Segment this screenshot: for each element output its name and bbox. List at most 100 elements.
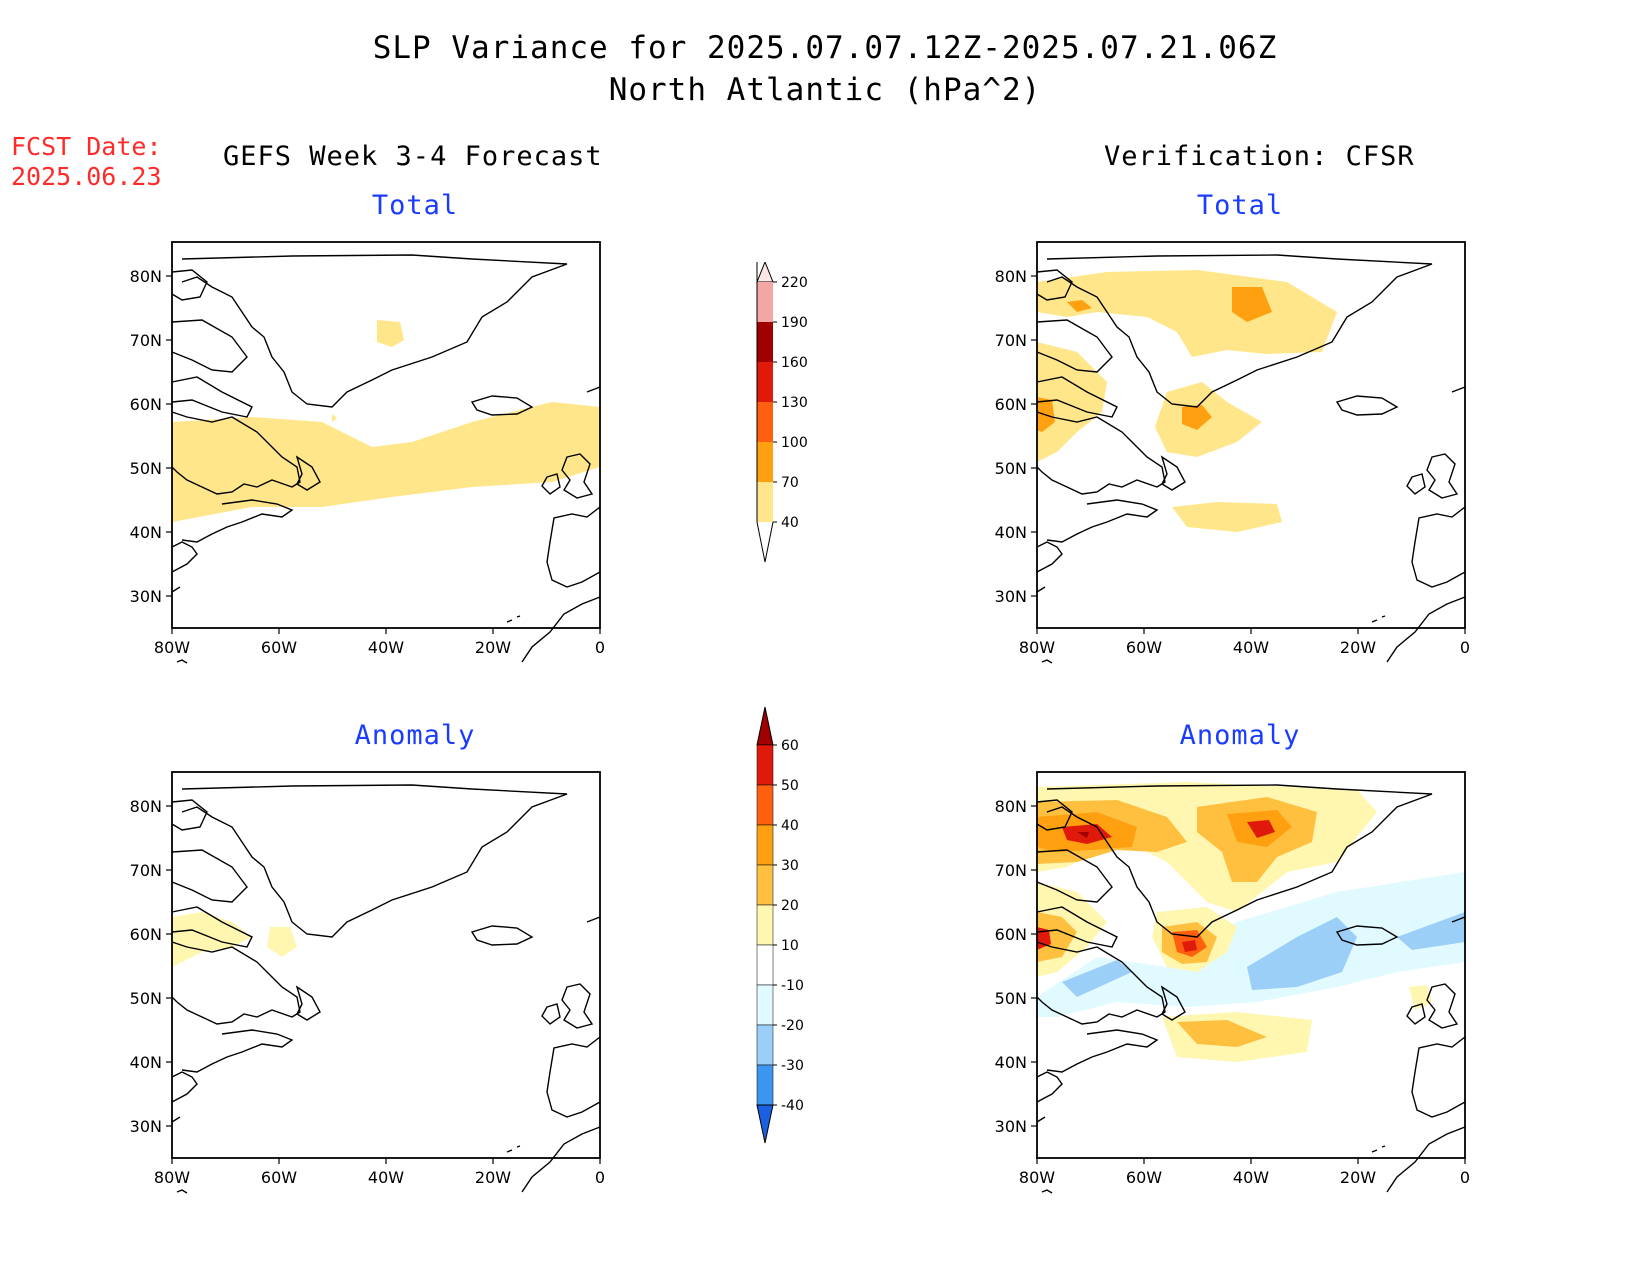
axis-forecast-total: 80W 60W 40W 20W 0 80N 70N 60N 50N 40N 30N	[130, 267, 605, 657]
column-title-forecast: GEFS Week 3-4 Forecast	[223, 141, 603, 172]
colorbar-anomaly: 60 50 40 30 20 10 -10 -20 -30 -40	[756, 706, 804, 1144]
lon-tick-label: 40W	[1233, 638, 1269, 657]
lat-tick-label: 70N	[130, 331, 162, 350]
colorbar-label: 30	[781, 858, 799, 874]
colorbar-label: 190	[781, 315, 808, 331]
lon-tick-label: 60W	[261, 1168, 297, 1187]
colorbar-total: 220 190 160 130 100 70 40	[756, 262, 808, 563]
lat-tick-label: 30N	[995, 587, 1027, 606]
colorbar-label: -40	[781, 1098, 804, 1114]
lat-tick-label: 40N	[995, 1053, 1027, 1072]
colorbar-segment	[756, 1024, 774, 1066]
colorbar-label: 20	[781, 898, 799, 914]
lon-tick-label: 60W	[1126, 638, 1162, 657]
colorbar-label: 160	[781, 355, 808, 371]
colorbar-bottom-arrow	[756, 1104, 774, 1144]
colorbar-label: 50	[781, 778, 799, 794]
lat-tick-label: 50N	[995, 459, 1027, 478]
figure-title-line1: SLP Variance for 2025.07.07.12Z-2025.07.…	[372, 30, 1278, 66]
lon-tick-label: 60W	[1126, 1168, 1162, 1187]
colorbar-segment	[756, 904, 774, 946]
lat-tick-label: 30N	[995, 1117, 1027, 1136]
colorbar-label: -30	[781, 1058, 804, 1074]
colorbar-label: 10	[781, 938, 799, 954]
lon-tick-label: 20W	[1340, 638, 1376, 657]
colorbar-label: 130	[781, 395, 808, 411]
lon-tick-label: 0	[1460, 1168, 1470, 1187]
colorbar-segment	[757, 482, 773, 522]
colorbar-label: 100	[781, 435, 808, 451]
colorbar-label: 70	[781, 475, 799, 491]
colorbar-label: 40	[781, 818, 799, 834]
panel-title-verif-total: Total	[1196, 190, 1284, 221]
lon-tick-label: 20W	[475, 1168, 511, 1187]
lat-tick-label: 80N	[995, 797, 1027, 816]
lon-tick-label: 40W	[368, 638, 404, 657]
lat-tick-label: 80N	[130, 267, 162, 286]
column-title-verification: Verification: CFSR	[1104, 141, 1415, 172]
panel-title-verif-anomaly: Anomaly	[1179, 720, 1301, 751]
panel-title-forecast-anomaly: Anomaly	[354, 720, 476, 751]
lon-tick-label: 40W	[368, 1168, 404, 1187]
lon-tick-label: 80W	[154, 638, 190, 657]
colorbar-segment	[756, 864, 774, 906]
colorbar-label: 60	[781, 738, 799, 754]
lat-tick-label: 70N	[130, 861, 162, 880]
lat-tick-label: 40N	[130, 523, 162, 542]
lon-tick-label: 80W	[1019, 1168, 1055, 1187]
lat-tick-label: 60N	[995, 925, 1027, 944]
colorbar-segment	[756, 944, 774, 986]
axis-forecast-anomaly: 80W 60W 40W 20W 0 80N 70N 60N 50N 40N 30N	[130, 797, 605, 1187]
lon-tick-label: 0	[595, 638, 605, 657]
colorbar-segment	[756, 784, 774, 826]
colorbar-label: -10	[781, 978, 804, 994]
lat-tick-label: 60N	[130, 395, 162, 414]
lon-tick-label: 40W	[1233, 1168, 1269, 1187]
colorbar-segment	[757, 402, 773, 442]
lat-tick-label: 30N	[130, 1117, 162, 1136]
map-verif-total: 80W 60W 40W 20W 0 80N 70N 60N 50N 40N 30N	[995, 241, 1470, 664]
lat-tick-label: 70N	[995, 861, 1027, 880]
lat-tick-label: 80N	[995, 267, 1027, 286]
lon-tick-label: 20W	[475, 638, 511, 657]
lat-tick-label: 30N	[130, 587, 162, 606]
lon-tick-label: 80W	[1019, 638, 1055, 657]
lon-tick-label: 0	[1460, 638, 1470, 657]
colorbar-segment	[757, 442, 773, 482]
map-verif-anomaly: 80W 60W 40W 20W 0 80N 70N 60N 50N 40N 30N	[995, 771, 1470, 1194]
colorbar-segment	[756, 744, 774, 786]
colorbar-label: -20	[781, 1018, 804, 1034]
map-forecast-anomaly: 80W 60W 40W 20W 0 80N 70N 60N 50N 40N 30N	[130, 771, 605, 1194]
colorbar-segment	[757, 282, 773, 322]
lat-tick-label: 40N	[995, 523, 1027, 542]
colorbar-label: 220	[781, 275, 808, 291]
colorbar-bottom-arrow	[756, 521, 774, 563]
fcst-date-value: 2025.06.23	[11, 162, 162, 191]
lon-tick-label: 60W	[261, 638, 297, 657]
colorbar-segment	[756, 1064, 774, 1106]
colorbar-segment	[756, 824, 774, 866]
lat-tick-label: 50N	[130, 989, 162, 1008]
lat-tick-label: 60N	[995, 395, 1027, 414]
lon-tick-label: 0	[595, 1168, 605, 1187]
lon-tick-label: 80W	[154, 1168, 190, 1187]
colorbar-top-arrow	[756, 262, 774, 283]
lat-tick-label: 70N	[995, 331, 1027, 350]
lat-tick-label: 40N	[130, 1053, 162, 1072]
colorbar-segment	[756, 984, 774, 1026]
map-forecast-total: 80W 60W 40W 20W 0 80N 70N 60N 50N 40N 30N	[130, 241, 605, 664]
fcst-date-label: FCST Date:	[11, 132, 162, 161]
colorbar-segment	[757, 322, 773, 362]
axis-verif-anomaly: 80W 60W 40W 20W 0 80N 70N 60N 50N 40N 30N	[995, 797, 1470, 1187]
colorbar-label: 40	[781, 515, 799, 531]
lon-tick-label: 20W	[1340, 1168, 1376, 1187]
lat-tick-label: 50N	[995, 989, 1027, 1008]
figure-title-line2: North Atlantic (hPa^2)	[608, 72, 1042, 108]
panel-title-forecast-total: Total	[371, 190, 459, 221]
lat-tick-label: 60N	[130, 925, 162, 944]
colorbar-top-arrow	[756, 706, 774, 746]
axis-verif-total: 80W 60W 40W 20W 0 80N 70N 60N 50N 40N 30N	[995, 267, 1470, 657]
lat-tick-label: 50N	[130, 459, 162, 478]
colorbar-segment	[757, 362, 773, 402]
lat-tick-label: 80N	[130, 797, 162, 816]
